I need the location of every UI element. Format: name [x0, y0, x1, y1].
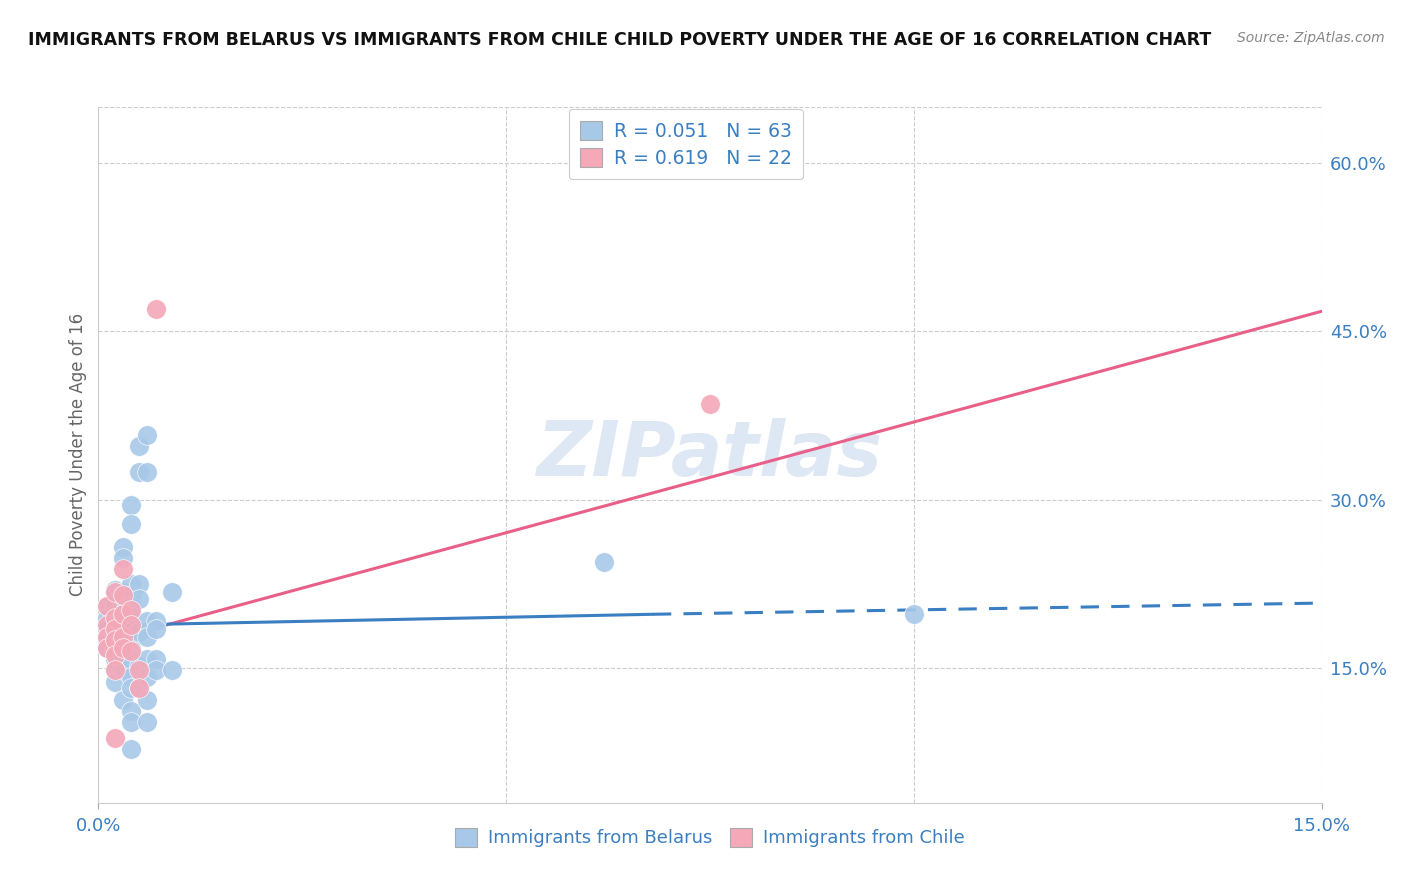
Point: [104, 599, 127, 614]
Point: [104, 633, 127, 648]
Point: [128, 664, 150, 678]
Text: Source: ZipAtlas.com: Source: ZipAtlas.com: [1237, 31, 1385, 45]
Point: [120, 640, 142, 655]
Point: [111, 640, 134, 655]
Point: [104, 664, 127, 678]
Point: [120, 630, 142, 644]
Point: [104, 622, 127, 636]
Point: [120, 704, 142, 718]
Point: [120, 652, 142, 666]
Point: [111, 664, 134, 678]
Point: [145, 664, 167, 678]
Point: [136, 692, 159, 706]
Point: [120, 607, 142, 622]
Point: [111, 652, 134, 666]
Point: [136, 614, 159, 628]
Point: [111, 599, 134, 614]
Point: [128, 625, 150, 640]
Point: [145, 614, 167, 628]
Point: [96, 599, 118, 614]
Point: [136, 427, 159, 442]
Point: [128, 659, 150, 673]
Point: [111, 540, 134, 554]
Point: [111, 584, 134, 599]
Legend: Immigrants from Belarus, Immigrants from Chile: Immigrants from Belarus, Immigrants from…: [447, 819, 973, 856]
Point: [136, 630, 159, 644]
Point: [111, 551, 134, 566]
Point: [120, 714, 142, 729]
Point: [756, 158, 779, 172]
Point: [136, 465, 159, 479]
Point: [104, 652, 127, 666]
Point: [111, 644, 134, 658]
Point: [120, 618, 142, 632]
Point: [104, 664, 127, 678]
Point: [111, 588, 134, 602]
Point: [96, 640, 118, 655]
Point: [160, 584, 183, 599]
Point: [104, 610, 127, 624]
Point: [145, 652, 167, 666]
Point: [96, 610, 118, 624]
Point: [111, 630, 134, 644]
Point: [111, 630, 134, 644]
Point: [104, 630, 127, 644]
Point: [128, 577, 150, 591]
Point: [104, 584, 127, 599]
Point: [104, 731, 127, 745]
Point: [128, 439, 150, 453]
Point: [104, 610, 127, 624]
Point: [699, 397, 721, 411]
Point: [96, 630, 118, 644]
Point: [120, 670, 142, 684]
Point: [104, 648, 127, 662]
Point: [136, 670, 159, 684]
Point: [160, 664, 183, 678]
Point: [128, 591, 150, 606]
Point: [120, 588, 142, 602]
Point: [96, 599, 118, 614]
Point: [120, 644, 142, 658]
Point: [128, 681, 150, 696]
Point: [104, 674, 127, 689]
Point: [96, 618, 118, 632]
Point: [903, 607, 925, 622]
Point: [111, 692, 134, 706]
Point: [593, 555, 616, 569]
Point: [104, 640, 127, 655]
Text: IMMIGRANTS FROM BELARUS VS IMMIGRANTS FROM CHILE CHILD POVERTY UNDER THE AGE OF : IMMIGRANTS FROM BELARUS VS IMMIGRANTS FR…: [28, 31, 1212, 49]
Point: [120, 517, 142, 532]
Point: [136, 714, 159, 729]
Point: [111, 607, 134, 622]
Point: [136, 652, 159, 666]
Point: [128, 681, 150, 696]
Point: [96, 640, 118, 655]
Point: [120, 603, 142, 617]
Y-axis label: Child Poverty Under the Age of 16: Child Poverty Under the Age of 16: [69, 313, 87, 597]
Text: ZIPatlas: ZIPatlas: [537, 418, 883, 491]
Point: [96, 622, 118, 636]
Point: [120, 681, 142, 696]
Point: [120, 499, 142, 513]
Point: [111, 636, 134, 650]
Point: [111, 562, 134, 576]
Point: [120, 577, 142, 591]
Point: [145, 301, 167, 316]
Point: [104, 582, 127, 597]
Point: [120, 742, 142, 756]
Point: [111, 607, 134, 622]
Point: [128, 465, 150, 479]
Point: [96, 633, 118, 648]
Point: [145, 622, 167, 636]
Point: [120, 599, 142, 614]
Point: [111, 618, 134, 632]
Point: [104, 622, 127, 636]
